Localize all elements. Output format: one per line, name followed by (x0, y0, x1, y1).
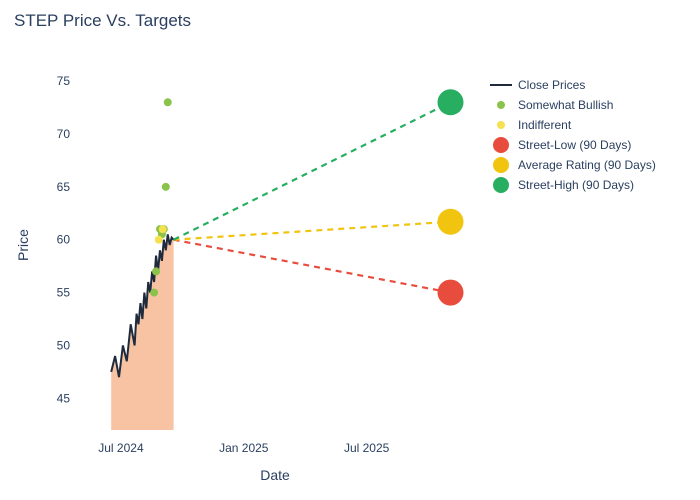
price-targets-chart: STEP Price Vs. Targets 45 50 55 60 65 70 75 Jul … (0, 0, 700, 500)
legend-swatch-dot (497, 101, 505, 109)
x-tick-label: Jul 2025 (344, 441, 390, 455)
target-marker-low (438, 280, 464, 306)
legend-label: Average Rating (90 Days) (518, 158, 656, 172)
legend-label: Street-Low (90 Days) (518, 138, 631, 152)
y-tick-label: 50 (57, 338, 71, 352)
x-tick-label: Jul 2024 (98, 441, 144, 455)
legend-label: Indifferent (518, 118, 572, 132)
y-tick-label: 70 (57, 127, 71, 141)
y-tick-label: 45 (57, 391, 71, 405)
rating-point-somewhat_bullish (164, 98, 172, 106)
target-line-high (174, 102, 451, 239)
legend-swatch-bigdot (493, 177, 509, 193)
chart-title: STEP Price Vs. Targets (14, 11, 191, 30)
legend-label: Street-High (90 Days) (518, 178, 634, 192)
y-tick-label: 60 (57, 233, 71, 247)
target-marker-avg (438, 209, 464, 235)
target-line-avg (174, 222, 451, 240)
rating-point-indifferent (155, 236, 163, 244)
legend-swatch-bigdot (493, 137, 509, 153)
rating-point-somewhat_bullish (150, 289, 158, 297)
x-axis-label: Date (260, 467, 290, 483)
chart-svg: STEP Price Vs. Targets 45 50 55 60 65 70 75 Jul … (0, 0, 700, 500)
target-marker-high (438, 89, 464, 115)
x-tick-label: Jan 2025 (219, 441, 269, 455)
rating-point-somewhat_bullish (162, 183, 170, 191)
target-line-low (174, 240, 451, 293)
y-axis-label: Price (15, 229, 31, 261)
legend-swatch-dot (497, 121, 505, 129)
legend-label: Close Prices (518, 78, 585, 92)
legend-swatch-bigdot (493, 157, 509, 173)
legend-label: Somewhat Bullish (518, 98, 613, 112)
close-area-fill (111, 234, 173, 430)
y-tick-label: 65 (57, 180, 71, 194)
rating-point-indifferent (159, 225, 167, 233)
rating-point-somewhat_bullish (152, 267, 160, 275)
y-tick-label: 75 (57, 74, 71, 88)
y-tick-label: 55 (57, 286, 71, 300)
